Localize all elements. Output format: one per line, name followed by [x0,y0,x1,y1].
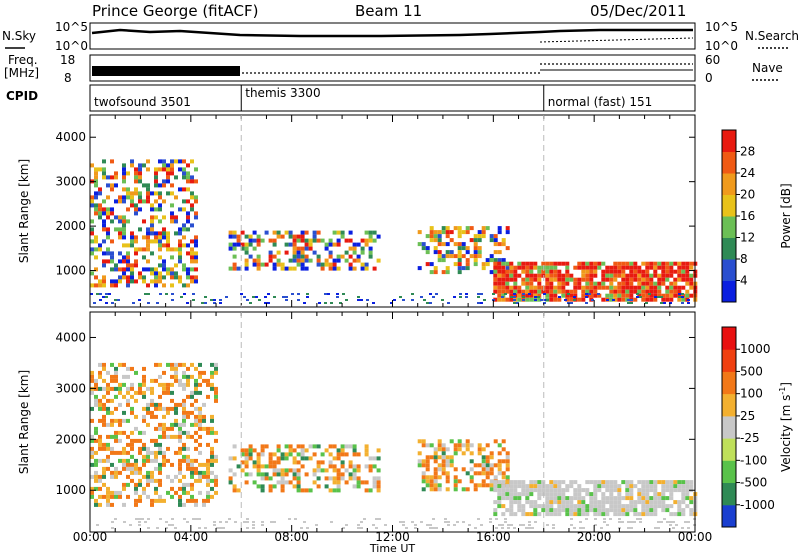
power-ytick-1: 2000 [55,219,86,233]
nave-label: Nave [752,61,783,75]
power-cbtick-3: 16 [740,209,755,223]
velocity-colorbar-swatch-5 [722,393,736,417]
velocity-colorbar-swatch-1 [722,482,736,506]
freq-panel: Freq. [MHz] 18 8 60 0 Nave [4,53,783,85]
station-title: Prince George (fitACF) [92,2,258,20]
date-title: 05/Dec/2011 [590,2,686,20]
power-region-1 [228,230,381,271]
velocity-region-2 [417,439,510,492]
x-tick-1: 04:00 [174,530,209,544]
power-ytick-0: 1000 [55,264,86,278]
velocity-cbtick-1: 500 [740,364,763,378]
velocity-colorbar-swatch-4 [722,415,736,439]
power-cbtick-1: 8 [740,252,748,266]
power-ylabel: Slant Range [km] [17,159,31,263]
velocity-cbtick-2: 100 [740,387,763,401]
power-colorbar-swatch-4 [722,194,736,217]
velocity-colorbar-swatch-2 [722,460,736,483]
power-cbtick-2: 12 [740,231,755,245]
power-panel: 1000 2000 3000 4000 Slant Range [km] 4 8 12 16 2… [17,114,793,308]
x-axis-label: Time UT [369,542,415,554]
velocity-cbtick-7: -1000 [740,498,775,512]
velocity-colorbar-swatch-0 [722,504,736,528]
nave-tick-top: 60 [705,53,720,67]
nsky-tick-top: 10^5 [55,20,88,34]
power-colorbar-label: Power [dB] [779,183,793,248]
velocity-cbtick-4: -25 [740,431,760,445]
power-ytick-2: 3000 [55,175,86,189]
velocity-cbtick-6: -500 [740,476,767,490]
cpid-panel: CPID twofsound 3501 themis 3300 normal (fa… [6,84,696,112]
power-colorbar-swatch-2 [722,237,736,260]
velocity-region-0 [90,362,218,507]
velocity-ylabel: Slant Range [km] [17,370,31,474]
nsearch-tick-bottom: 10^0 [705,39,738,53]
velocity-near-range-band [96,518,696,529]
power-colorbar-swatch-3 [722,216,736,238]
power-colorbar-swatch-7 [722,130,736,152]
power-colorbar-swatch-6 [722,151,736,174]
x-tick-5: 20:00 [577,530,612,544]
nave-trace [242,63,693,74]
velocity-colorbar-swatch-7 [722,349,736,372]
power-ytick-3: 4000 [55,130,86,144]
velocity-region-1 [228,444,381,493]
nave-tick-bottom: 0 [705,71,713,85]
power-cbtick-5: 24 [740,166,755,180]
freq-unit: [MHz] [4,66,39,80]
nsky-label: N.Sky [2,29,36,43]
power-cbtick-4: 20 [740,188,755,202]
nsky-frame [89,22,696,50]
nsearch-trace [539,37,694,43]
power-cbtick-0: 4 [740,274,748,288]
nsky-panel: N.Sky 10^5 10^0 10^5 10^0 N.Search [2,20,799,53]
power-region-2 [417,226,510,275]
power-cbtick-6: 28 [740,145,755,159]
velocity-cbtick-3: 25 [740,409,755,423]
nsky-tick-bottom: 10^0 [55,39,88,53]
power-colorbar-swatch-0 [722,280,736,303]
x-tick-4: 16:00 [476,530,511,544]
velocity-panel: 1000 2000 3000 4000 Slant Range [km] 1000 500… [17,311,793,533]
power-near-range-band [90,293,690,304]
velocity-cbtick-5: -100 [740,453,767,467]
power-colorbar-swatch-1 [722,259,736,281]
nsearch-tick-top: 10^5 [705,20,738,34]
beam-title: Beam 11 [355,2,422,20]
velocity-colorbar-label: Velocity [m s-1] [778,382,793,472]
velocity-ytick-0: 1000 [55,483,86,497]
freq-tick-top: 18 [60,53,75,67]
velocity-ytick-2: 3000 [55,381,86,395]
freq-tick-bottom: 8 [64,71,72,85]
velocity-colorbar-swatch-3 [722,438,736,461]
velocity-colorbar-swatch-6 [722,371,736,395]
freq-trace-block [92,66,240,76]
x-tick-2: 08:00 [274,530,309,544]
cpid-mode-0: twofsound 3501 [94,95,191,109]
freq-frame [89,54,696,82]
power-region-0 [90,159,198,288]
x-tick-3: 12:00 [375,530,410,544]
cpid-label: CPID [6,89,38,103]
nsky-trace [91,28,693,38]
x-tick-0: 00:00 [73,530,108,544]
velocity-colorbar-swatch-8 [722,327,736,350]
nsearch-label: N.Search [745,29,799,43]
freq-label: Freq. [8,53,38,67]
velocity-ytick-1: 2000 [55,432,86,446]
power-colorbar-swatch-5 [722,173,736,195]
cpid-mode-2: normal (fast) 151 [548,95,652,109]
velocity-ytick-3: 4000 [55,330,86,344]
velocity-region-3 [493,480,698,517]
cpid-frame [89,84,696,112]
cpid-mode-1: themis 3300 [245,86,320,100]
velocity-cbtick-0: 1000 [740,342,771,356]
x-tick-6: 00:00 [678,530,713,544]
power-region-3 [493,261,698,302]
